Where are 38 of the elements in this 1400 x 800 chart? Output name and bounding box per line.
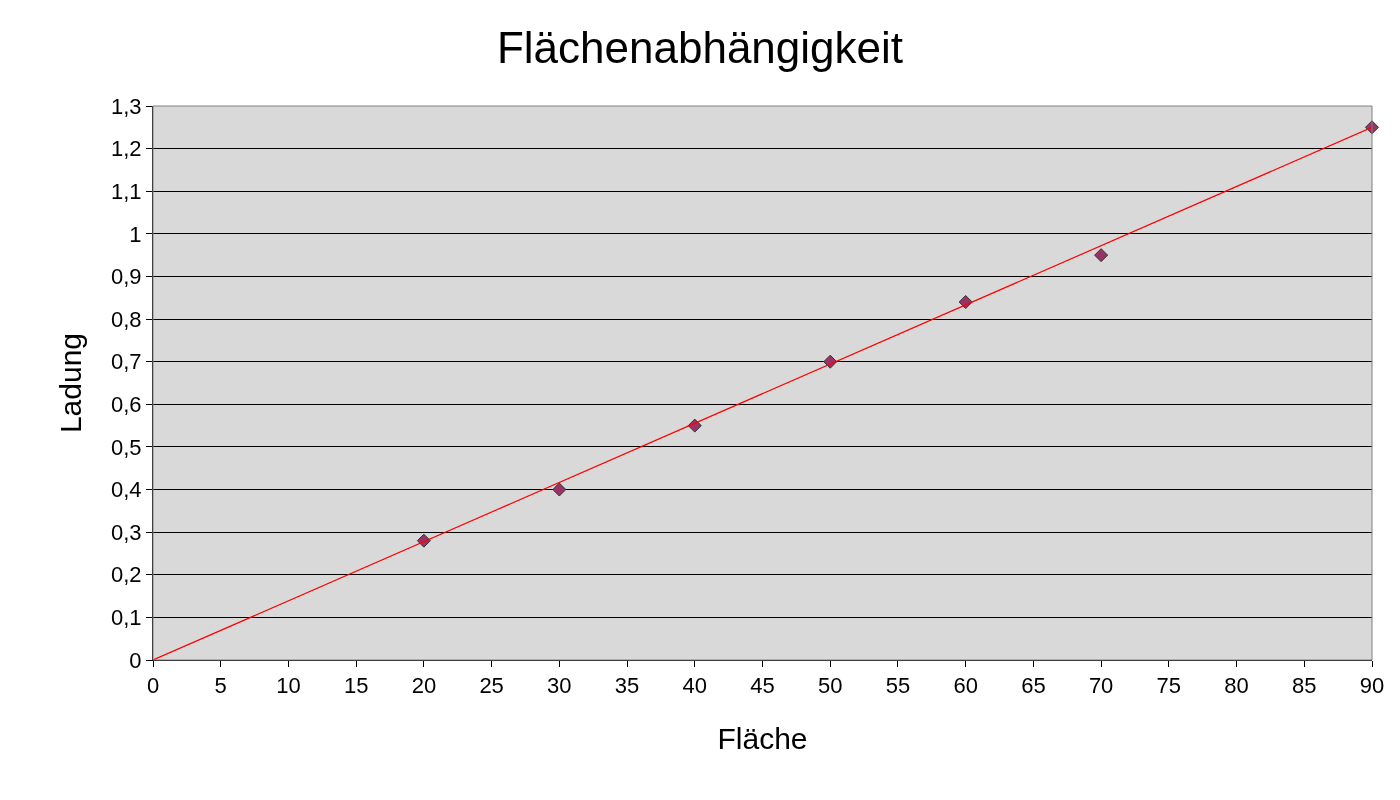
y-tick-label: 0,2 (111, 562, 142, 588)
y-tick-label: 1,1 (111, 178, 142, 204)
y-tick-label: 0,3 (111, 519, 142, 545)
x-tick-label: 85 (1292, 673, 1317, 699)
x-tick-label: 40 (682, 673, 708, 699)
x-tick-label: 65 (1021, 673, 1046, 699)
x-tick-label: 70 (1088, 673, 1114, 699)
y-tick-label: 0,1 (111, 605, 142, 631)
y-tick-label: 0,5 (111, 434, 142, 460)
x-tick-label: 15 (343, 673, 369, 699)
x-tick-label: 0 (146, 673, 160, 699)
y-tick-label: 1,2 (111, 136, 142, 162)
x-tick-label: 55 (885, 673, 911, 699)
y-tick-label: 0,7 (111, 349, 142, 375)
y-tick-label: 0 (129, 647, 142, 673)
chart-title: Flächenabhängigkeit (496, 23, 904, 73)
y-tick-label: 0,6 (111, 392, 142, 418)
x-tick-label: 60 (953, 673, 978, 699)
y-axis-title: Ladung (54, 332, 88, 434)
x-tick-label: 80 (1224, 673, 1249, 699)
x-tick-label: 5 (214, 673, 227, 699)
x-tick-label: 35 (614, 673, 640, 699)
x-tick-label: 25 (479, 673, 504, 699)
x-axis-title: Fläche (717, 721, 808, 755)
x-tick-label: 50 (817, 673, 843, 699)
x-tick-label: 45 (750, 673, 775, 699)
x-tick-label: 20 (411, 673, 437, 699)
y-tick-label: 1 (129, 221, 142, 247)
x-tick-label: 30 (547, 673, 572, 699)
point (1094, 248, 1109, 263)
y-tick-label: 1,3 (111, 93, 142, 119)
y-tick-label: 0,9 (111, 264, 142, 290)
x-tick-label: 10 (276, 673, 301, 699)
x-tick-label: 90 (1359, 673, 1385, 699)
y-tick-label: 0,4 (111, 477, 142, 503)
x-tick-label: 75 (1156, 673, 1182, 699)
point (552, 482, 567, 497)
y-tick-label: 0,8 (111, 306, 142, 332)
